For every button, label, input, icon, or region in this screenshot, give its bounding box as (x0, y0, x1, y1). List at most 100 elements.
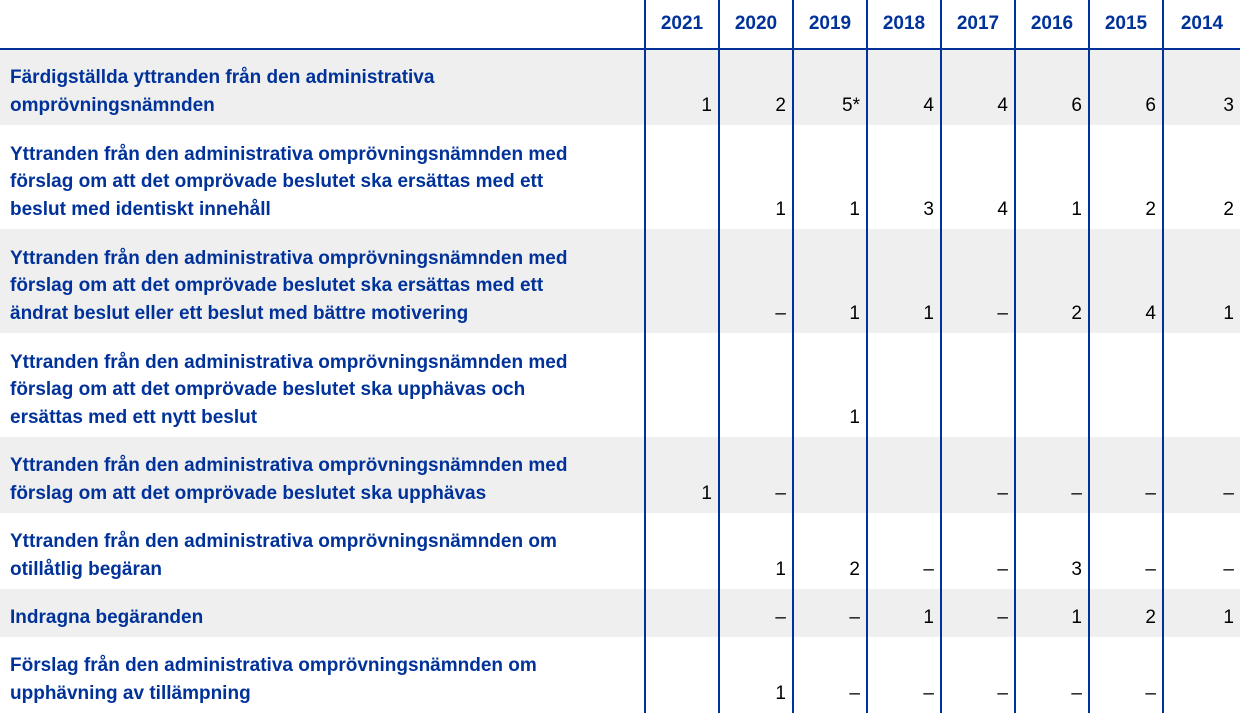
value-cell: 2 (1088, 125, 1163, 229)
table-row: Yttranden från den administrativa ompröv… (0, 333, 1240, 437)
row-label-line: Yttranden från den administrativa ompröv… (10, 351, 568, 373)
year-header: 2016 (1014, 0, 1089, 50)
value-cell: 2 (1014, 229, 1089, 333)
value-cell: 4 (1088, 229, 1163, 333)
value-cell: 4 (866, 49, 941, 125)
year-header: 2018 (866, 0, 941, 50)
value-cell: 1 (866, 229, 941, 333)
row-label: Yttranden från den administrativa ompröv… (0, 513, 645, 589)
value-cell: 3 (1162, 49, 1240, 125)
value-cell: 1 (1014, 125, 1089, 229)
value-cell (644, 229, 719, 333)
row-label-line: beslut med identiskt innehåll (10, 198, 271, 220)
row-label-line: Yttranden från den administrativa ompröv… (10, 531, 557, 552)
value-cell: – (718, 229, 793, 333)
value-cell: – (866, 637, 941, 713)
value-cell: – (1088, 437, 1163, 513)
row-label-line: omprövningsnämnden (10, 94, 215, 116)
value-cell (1162, 637, 1240, 713)
table-row: Indragna begäranden – –1–1 2 1 (0, 589, 1240, 637)
value-cell: – (718, 589, 793, 637)
value-cell: 5* (792, 49, 867, 125)
value-cell: 1 (718, 637, 793, 713)
row-label: Indragna begäranden (0, 589, 645, 637)
value-cell (1162, 333, 1240, 437)
row-label-line: ersättas med ett nytt beslut (10, 406, 258, 428)
value-cell: 1 (644, 437, 719, 513)
value-cell: – (1014, 637, 1089, 713)
value-cell: 1 (1162, 229, 1240, 333)
row-label-line: upphävning av tillämpning (10, 682, 251, 704)
value-cell (1088, 333, 1163, 437)
value-cell: – (940, 229, 1015, 333)
value-cell: – (940, 437, 1015, 513)
value-cell: 6 (1088, 49, 1163, 125)
value-cell: – (940, 637, 1015, 713)
value-cell (644, 125, 719, 229)
value-cell: – (1088, 637, 1163, 713)
value-cell (644, 637, 719, 713)
year-header: 2021 (644, 0, 719, 50)
table-body: Färdigställda yttranden från den adminis… (0, 49, 1240, 713)
value-cell: – (866, 513, 941, 589)
value-cell: 1 (718, 513, 793, 589)
row-label-line: Yttranden från den administrativa ompröv… (10, 143, 568, 165)
value-cell: 1 (1014, 589, 1089, 637)
row-label: Yttranden från den administrativa ompröv… (0, 125, 645, 229)
value-cell: – (1162, 437, 1240, 513)
row-label-line: otillåtlig begäran (10, 558, 163, 580)
row-label-line: ändrat beslut eller ett beslut med bättr… (10, 302, 469, 324)
value-cell (718, 333, 793, 437)
value-cell (644, 333, 719, 437)
table-row: Yttranden från den administrativa ompröv… (0, 229, 1240, 333)
year-header: 2015 (1088, 0, 1163, 50)
table-row: Färdigställda yttranden från den adminis… (0, 49, 1240, 125)
value-cell: 4 (940, 125, 1015, 229)
row-label-line: förslag om att det omprövade beslutet sk… (10, 171, 544, 192)
row-label: Yttranden från den administrativa ompröv… (0, 333, 645, 437)
header-corner-cell (0, 0, 645, 50)
value-cell: – (1088, 513, 1163, 589)
row-label-line: Yttranden från den administrativa ompröv… (10, 247, 568, 269)
value-cell: 2 (1088, 589, 1163, 637)
value-cell: – (718, 437, 793, 513)
row-label: Förslag från den administrativa omprövni… (0, 637, 645, 713)
value-cell: 1 (1162, 589, 1240, 637)
value-cell: – (792, 589, 867, 637)
row-label: Yttranden från den administrativa ompröv… (0, 437, 645, 513)
value-cell: 1 (792, 125, 867, 229)
value-cell: 1 (792, 333, 867, 437)
row-label-line: Färdigställda yttranden från den adminis… (10, 67, 435, 88)
row-label-line: förslag om att det omprövade beslutet sk… (10, 482, 487, 504)
row-label-line: förslag om att det omprövade beslutet sk… (10, 275, 544, 296)
value-cell (644, 513, 719, 589)
table-row: Yttranden från den administrativa ompröv… (0, 125, 1240, 229)
value-cell (866, 333, 941, 437)
row-label: Färdigställda yttranden från den adminis… (0, 49, 645, 125)
row-label-line: Yttranden från den administrativa ompröv… (10, 455, 568, 476)
value-cell: 2 (1162, 125, 1240, 229)
value-cell (866, 437, 941, 513)
value-cell: 3 (866, 125, 941, 229)
value-cell: – (792, 637, 867, 713)
value-cell: 2 (792, 513, 867, 589)
value-cell: – (1162, 513, 1240, 589)
row-label-line: Förslag från den administrativa omprövni… (10, 655, 537, 676)
row-label: Yttranden från den administrativa ompröv… (0, 229, 645, 333)
table-row: Yttranden från den administrativa ompröv… (0, 513, 1240, 589)
value-cell: 2 (718, 49, 793, 125)
year-header: 2019 (792, 0, 867, 50)
value-cell: – (1014, 437, 1089, 513)
value-cell: – (940, 589, 1015, 637)
value-cell: 3 (1014, 513, 1089, 589)
value-cell (940, 333, 1015, 437)
table-row: Förslag från den administrativa omprövni… (0, 637, 1240, 713)
year-header: 2014 (1162, 0, 1240, 50)
value-cell: 1 (644, 49, 719, 125)
year-header: 2020 (718, 0, 793, 50)
year-header: 2017 (940, 0, 1015, 50)
row-label-line: Indragna begäranden (10, 606, 204, 628)
value-cell (644, 589, 719, 637)
